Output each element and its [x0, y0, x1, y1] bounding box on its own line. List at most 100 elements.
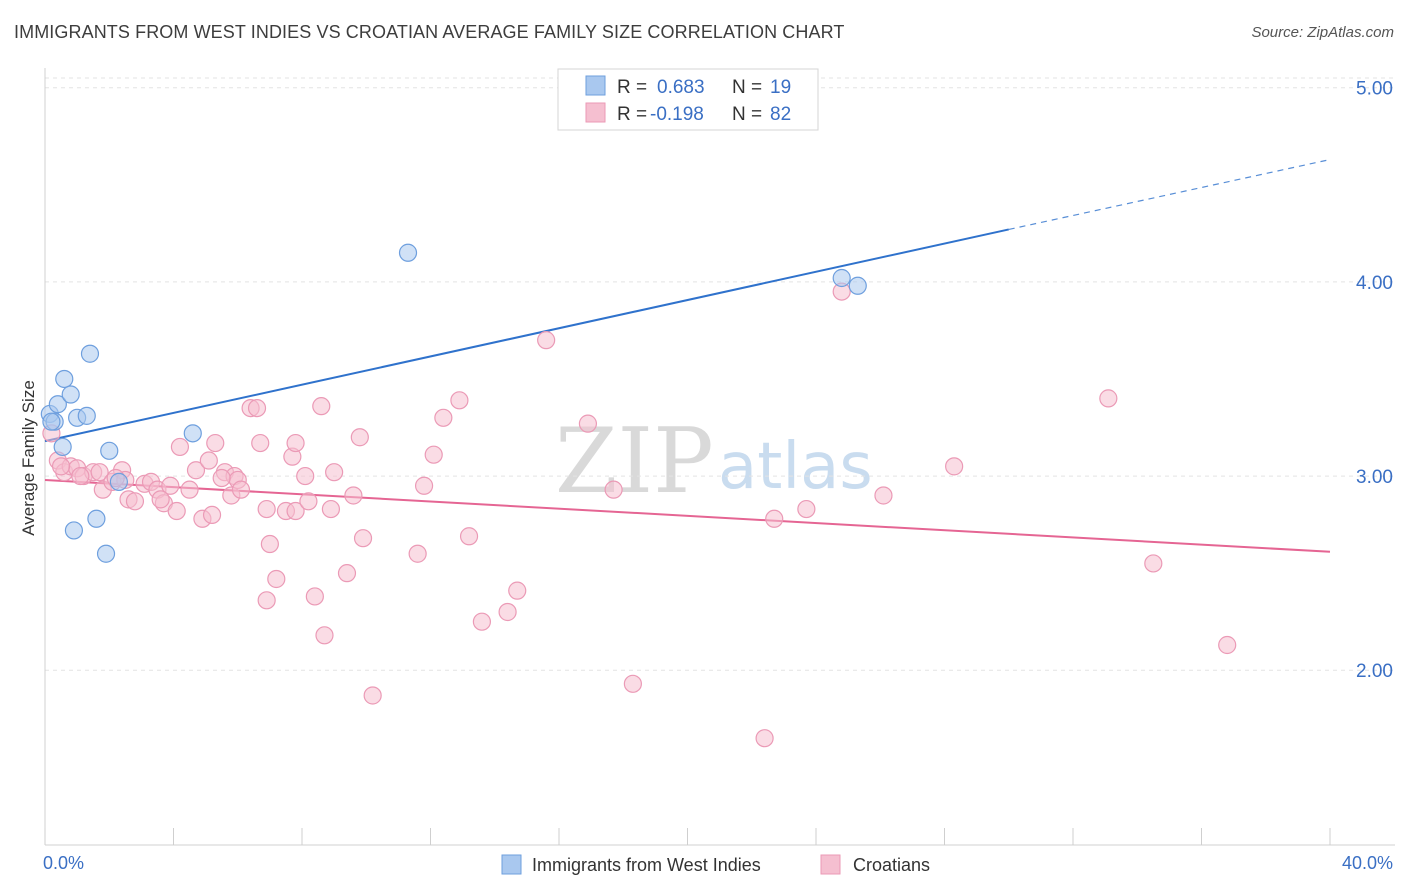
point-west-indies	[398, 243, 418, 262]
point-croatians	[321, 499, 341, 519]
point-croatians	[537, 331, 556, 350]
point-croatians	[125, 492, 145, 511]
point-croatians	[257, 591, 276, 610]
point-croatians	[267, 569, 286, 589]
point-croatians	[170, 437, 190, 457]
point-croatians	[344, 486, 363, 505]
point-croatians	[299, 492, 318, 511]
point-croatians	[212, 468, 231, 488]
chart-title: IMMIGRANTS FROM WEST INDIES VS CROATIAN …	[14, 22, 845, 42]
point-croatians	[90, 463, 109, 482]
point-croatians	[71, 466, 90, 486]
point-croatians	[260, 534, 279, 554]
point-croatians	[578, 414, 598, 433]
point-croatians	[450, 391, 469, 410]
point-west-indies	[55, 369, 74, 389]
point-croatians	[1099, 389, 1118, 408]
point-croatians	[257, 499, 276, 519]
point-croatians	[202, 505, 222, 524]
legend-n-value-2: 82	[770, 104, 791, 125]
point-croatians	[286, 501, 305, 521]
legend-r-value-2: -0.198	[650, 104, 704, 125]
point-croatians	[434, 408, 453, 427]
y-tick-label: 3.00	[1356, 467, 1393, 488]
bottom-legend-label-2: Croatians	[853, 855, 930, 875]
point-croatians	[424, 445, 443, 464]
point-croatians	[459, 527, 479, 546]
point-croatians	[161, 476, 180, 495]
point-croatians	[1144, 554, 1163, 573]
legend-n-value-1: 19	[770, 77, 791, 98]
legend-swatch-blue	[585, 75, 606, 96]
point-croatians	[315, 626, 334, 645]
point-croatians	[337, 564, 357, 583]
point-croatians	[167, 501, 186, 521]
point-croatians	[498, 602, 517, 622]
watermark-atlas: atlas	[718, 430, 873, 504]
point-croatians	[604, 480, 623, 499]
point-croatians	[186, 461, 206, 480]
x-tick-label-min: 0.0%	[43, 853, 84, 873]
point-croatians	[874, 486, 893, 505]
bottom-legend-swatch-pink	[820, 854, 841, 875]
point-west-indies	[109, 472, 128, 491]
y-tick-label: 5.00	[1356, 79, 1393, 100]
point-croatians	[231, 480, 251, 499]
point-west-indies	[183, 424, 202, 443]
trend-lines	[44, 158, 1331, 553]
legend-swatch-pink	[585, 102, 606, 123]
point-west-indies	[832, 268, 851, 288]
point-croatians	[151, 490, 170, 509]
point-west-indies	[80, 344, 100, 363]
bottom-legend-swatch-blue	[501, 854, 522, 875]
source-credit: Source: ZipAtlas.com	[1251, 24, 1394, 41]
point-west-indies	[87, 509, 106, 528]
point-croatians	[472, 612, 491, 631]
point-west-indies	[100, 441, 119, 460]
trend-line-west-indies	[44, 228, 1009, 443]
point-croatians	[350, 428, 369, 447]
axes: 2.00 3.00 4.00 5.00 0.0% 40.0%	[43, 68, 1395, 873]
point-croatians	[797, 499, 816, 519]
point-west-indies	[77, 406, 96, 425]
legend-r-label-2: R =	[617, 104, 647, 125]
point-croatians	[180, 480, 199, 499]
point-croatians	[325, 463, 344, 482]
point-croatians	[765, 509, 784, 528]
top-legend: R = 0.683 N = 19 R = -0.198 N = 82	[557, 68, 819, 131]
y-tick-label: 2.00	[1356, 661, 1393, 682]
point-west-indies	[848, 276, 867, 295]
point-west-indies	[64, 521, 84, 540]
point-croatians	[623, 674, 642, 693]
point-west-indies	[96, 544, 116, 563]
point-croatians	[945, 457, 964, 476]
point-croatians	[305, 587, 324, 606]
watermark-zip: ZIP	[555, 409, 714, 514]
point-croatians	[251, 433, 270, 453]
point-west-indies	[53, 437, 72, 457]
point-croatians	[408, 544, 427, 563]
y-axis-label: Average Family Size	[19, 380, 38, 536]
point-croatians	[296, 466, 315, 486]
legend-r-label-1: R =	[617, 77, 647, 98]
point-west-indies	[48, 395, 67, 414]
point-west-indies	[42, 412, 61, 431]
point-croatians	[199, 451, 218, 470]
point-west-indies	[61, 385, 80, 404]
point-croatians	[755, 729, 774, 748]
point-croatians	[247, 399, 267, 418]
legend-n-label-2: N =	[732, 104, 762, 125]
data-points	[40, 243, 1237, 748]
grid	[45, 77, 1395, 671]
trend-line-croatians	[44, 478, 1331, 553]
point-croatians	[414, 476, 434, 495]
point-croatians	[508, 581, 527, 600]
point-croatians	[353, 529, 373, 548]
point-croatians	[312, 397, 331, 416]
point-croatians	[363, 686, 382, 705]
trend-line-west-indies-extension	[1008, 158, 1331, 231]
bottom-legend-label-1: Immigrants from West Indies	[532, 855, 761, 875]
legend-n-label-1: N =	[732, 77, 762, 98]
y-tick-label: 4.00	[1356, 273, 1393, 294]
point-croatians	[51, 457, 71, 476]
